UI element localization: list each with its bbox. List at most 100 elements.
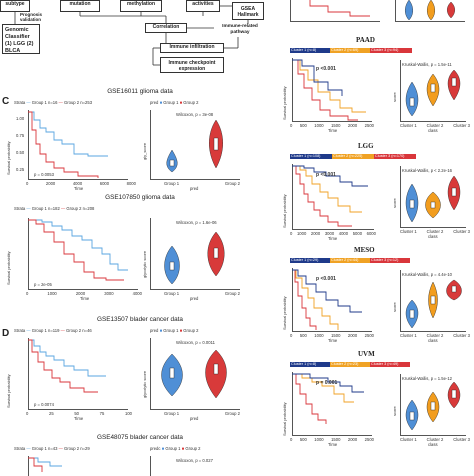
checkpoint-box: Immune checkpoint expression: [160, 57, 224, 73]
violin-plot-meso: [400, 270, 466, 332]
km-pvalue: p <0.001: [316, 66, 336, 72]
violin-ylabel: glycolytic score: [142, 250, 147, 278]
violin-xlabel: class: [428, 442, 438, 447]
infiltration-box: Immune infiltration: [160, 43, 224, 53]
km-xlabel: Time: [328, 338, 338, 343]
section-title: GSE16011 glioma data: [107, 88, 173, 95]
violin-xlabel: pred: [190, 416, 199, 421]
strata-legend: Strata — Group 1 n=182 — Group 2 n=208: [14, 206, 95, 211]
violin-ylabel: score: [392, 406, 397, 416]
violin-xticks: Cluster 1 Cluster 2 Cluster 3: [400, 333, 470, 338]
cluster3-legend: Cluster 3 (n=170): [374, 154, 416, 159]
km-xlabel: Time: [74, 186, 84, 191]
km-curves-gse48075: [28, 457, 62, 472]
violin-ylabel: score: [392, 302, 397, 312]
violin-kw: Kruskal-Wallis, p = 1.5e-11: [402, 62, 452, 67]
cancer-title: LGG: [358, 142, 374, 150]
cluster2-legend: Cluster 2 (n=225): [332, 154, 374, 159]
violin-xlabel: pred: [190, 296, 199, 301]
classifier-box: Genomic Classifier (1) LGG (2) BLCA: [2, 24, 40, 54]
violin-plot-partial: [395, 0, 465, 22]
violin-plot-gse107850: [150, 218, 240, 290]
violin-legend: predc ■ Group 1 ■ Group 2: [150, 446, 201, 451]
violin-ylabel: glycolytic score: [142, 370, 147, 398]
km-pvalue: p = 0.0074: [34, 402, 54, 407]
violin-xticks: Group 1 Group 2: [164, 411, 240, 416]
km-xticks: 0 500 1000 1500 2000 2500: [290, 437, 374, 442]
km-plot-paad: [292, 58, 372, 122]
violins-uvm: [405, 381, 461, 431]
km-pvalue: p = 0.0053: [34, 172, 54, 177]
violins-gse107850: [164, 231, 225, 285]
km-xticks: 0 2000 4000 6000 8000: [26, 181, 136, 186]
cluster1-legend: Cluster 1 (n=108): [290, 154, 332, 159]
cancer-title: PAAD: [356, 36, 375, 44]
km-xlabel: Time: [80, 296, 90, 301]
km-xticks: 0 500 1000 1500 2000 2500: [290, 123, 374, 128]
gsea-box: GSEA Hallmark: [232, 2, 264, 20]
km-ylabel: Survival probability: [282, 86, 287, 120]
km-curves-meso: [292, 269, 362, 330]
violin-kw: Kruskal-Wallis, p = 1.5e-12: [402, 376, 452, 381]
correlation-box: Correlation: [145, 23, 187, 33]
violin-plot-paad: [400, 60, 466, 122]
violin-plot-gse13507: [150, 338, 240, 410]
section-title: GSE13507 blader cancer data: [97, 316, 183, 323]
violin-kw: Kruskal-Wallis, p = 4.4e-10: [402, 272, 452, 277]
km-plot-lgg: [292, 164, 374, 230]
km-curves-lgg: [292, 165, 368, 227]
strata-legend: Strata — Group 1 n=119 — Group 2 n=46: [14, 328, 92, 333]
km-plot-gse16011: [28, 110, 128, 180]
cluster2-legend: Cluster 2 (n=69): [330, 48, 370, 53]
violin-wilcox: Wilcoxon, p = 1.6e-06: [176, 220, 217, 225]
activities-box: activities: [186, 0, 220, 12]
violin-kw: Kruskal-Wallis, p < 2.2e-16: [402, 168, 452, 173]
violin-plot-gse48075: [150, 456, 240, 476]
cluster2-legend: Cluster 2 (n=23): [330, 362, 370, 367]
km-pvalue: p = 2e-05: [34, 282, 52, 287]
km-xticks: 0 1000 2000 3000 4000: [26, 291, 142, 296]
section-title: GSE107850 glioma data: [105, 194, 175, 201]
km-xlabel: Time: [328, 442, 338, 447]
cluster1-legend: Cluster 1 (n=29): [290, 258, 330, 263]
km-curves-gse13507: [28, 339, 106, 393]
cancer-title: UVM: [358, 350, 375, 358]
immune-pathway-label: Immune-related pathway: [222, 24, 258, 35]
km-plot-gse13507: [28, 338, 128, 410]
km-curves-partial: [309, 0, 370, 17]
km-xlabel: Time: [74, 416, 84, 421]
violins-gse16011: [166, 119, 223, 173]
violin-xticks: Group 1 Group 2: [164, 291, 240, 296]
violin-legend: pred ■ Group 1 ■ Group 2: [150, 100, 199, 105]
km-plot-uvm: [292, 372, 372, 436]
violin-plot-gse16011: [150, 110, 240, 180]
subtype-box: subtype: [0, 0, 30, 12]
violin-xticks: Group 1 Group 2: [164, 181, 240, 186]
strata-legend: Strata — Group 1 n=43 — Group 2 n=29: [14, 446, 90, 451]
strata-legend: Strata — Group 1 n=16 — Group 2 n=253: [14, 100, 93, 105]
cluster3-legend: Cluster 3 (n=49): [370, 362, 410, 367]
violin-xticks: Cluster 1 Cluster 2 Cluster 3: [400, 123, 470, 128]
km-curves-paad: [292, 59, 366, 121]
km-plot-gse48075: [28, 456, 128, 476]
cluster1-legend: Cluster 1 (n=8): [290, 362, 330, 367]
km-ylabel: Survival probability: [6, 141, 11, 175]
km-ylabel: Survival probability: [282, 296, 287, 330]
violin-plot-lgg: [400, 166, 466, 228]
km-pvalue: p = 0.001: [316, 380, 338, 386]
km-plot-partial: [290, 0, 380, 22]
violin-ylabel: score: [392, 198, 397, 208]
km-curves-gse107850: [28, 219, 128, 281]
km-xticks: 0 500 1000 1500 2000 2500: [290, 333, 374, 338]
km-xlabel: Time: [328, 236, 338, 241]
cluster1-legend: Cluster 1 (n=8): [290, 48, 330, 53]
panel-label-c: C: [2, 96, 10, 107]
km-xlabel: Time: [328, 128, 338, 133]
km-pvalue: p <0.001: [316, 172, 336, 178]
km-xticks: 0 1000 2000 3000 4000 5000 6000: [290, 231, 376, 236]
km-plot-gse107850: [28, 218, 138, 290]
panel-label-d: D: [2, 328, 10, 339]
km-xticks: 0 25 50 75 100: [26, 411, 132, 416]
methylation-box: methylation: [120, 0, 162, 12]
cancer-title: MESO: [354, 246, 375, 254]
